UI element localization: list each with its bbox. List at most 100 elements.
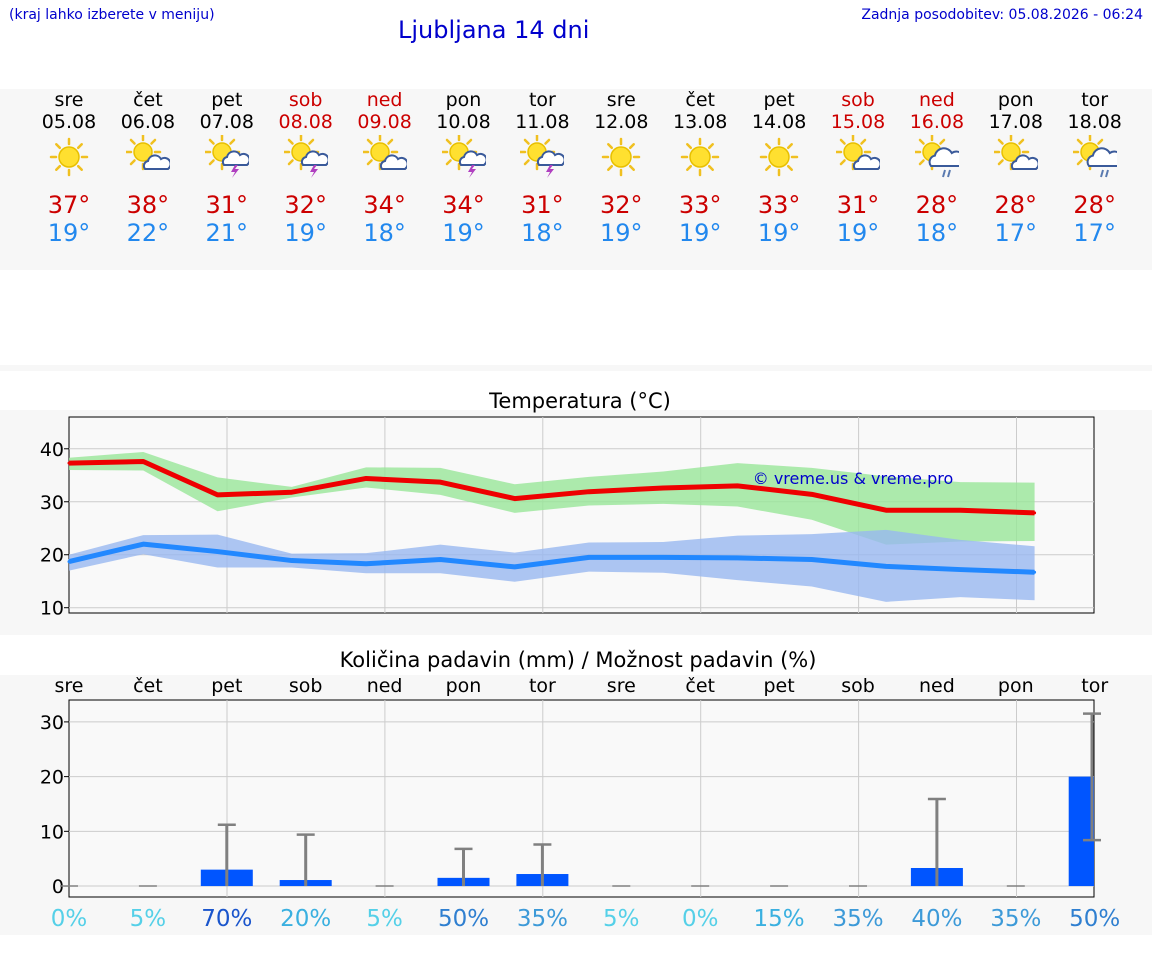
- data-point: [1033, 570, 1037, 574]
- sun-disc: [133, 142, 153, 162]
- day-column: pet 07.08 31° 21°: [188, 89, 266, 247]
- rain-drops: [1099, 169, 1109, 178]
- sun-ray: [839, 159, 846, 166]
- sun-ray: [76, 143, 83, 150]
- sun-ray: [765, 164, 772, 171]
- day-date: 18.08: [1067, 111, 1122, 133]
- precip-probability: 5%: [366, 906, 403, 932]
- location-hint: (kraj lahko izberete v meniju): [9, 7, 215, 23]
- day-date: 10.08: [436, 111, 491, 133]
- day-date: 07.08: [199, 111, 254, 133]
- cloud-shape: [221, 150, 249, 166]
- sun-ray: [55, 143, 62, 150]
- day-date: 14.08: [751, 111, 807, 133]
- sun-disc: [369, 142, 390, 162]
- day-column: sob 15.08 31° 19°: [819, 89, 897, 247]
- sun-ray: [787, 143, 794, 150]
- sun-rain-icon: [914, 135, 959, 178]
- precip-probability: 5%: [130, 906, 167, 932]
- day-column: sre 05.08 37° 19°: [30, 89, 108, 247]
- min-temperature: 19°: [600, 219, 643, 247]
- day-column: čet 13.08 33° 19°: [661, 89, 739, 247]
- day-name: pon: [445, 89, 482, 111]
- day-column: čet 06.08 38° 22°: [109, 89, 187, 247]
- data-point: [216, 493, 220, 497]
- sun-ray: [607, 143, 614, 150]
- sun-ray: [918, 138, 925, 145]
- precip-probability: 35%: [517, 906, 568, 932]
- x-category-label: ned: [919, 675, 955, 697]
- day-date: 05.08: [41, 111, 97, 133]
- day-column: tor 11.08 31° 18°: [503, 89, 581, 247]
- data-point: [810, 492, 814, 496]
- cloud-shape: [1086, 147, 1117, 167]
- sun-icon: [680, 137, 720, 177]
- sun-storm-icon: [441, 135, 486, 178]
- icon-graphic: [759, 137, 799, 177]
- day-name: sob: [288, 89, 323, 111]
- max-temperature: 32°: [600, 191, 643, 219]
- sun-ray: [524, 159, 531, 166]
- last-update: Zadnja posodobitev: 05.08.2026 - 06:24: [861, 7, 1143, 23]
- sun-cloud-icon: [125, 135, 170, 171]
- day-name: pet: [211, 89, 243, 111]
- day-column: sob 08.08 32° 19°: [267, 89, 345, 247]
- precip-probability: 0%: [682, 906, 719, 932]
- max-temperature: 28°: [1073, 191, 1116, 219]
- sun-disc: [1001, 142, 1021, 162]
- data-point: [438, 557, 442, 561]
- day-date: 15.08: [830, 111, 886, 133]
- min-temperature: 22°: [126, 219, 170, 247]
- icon-graphic: [283, 135, 328, 178]
- max-temperature: 31°: [836, 191, 880, 219]
- sun-disc: [610, 146, 633, 168]
- sun-ray: [287, 159, 294, 166]
- lightning-bolt: [230, 165, 239, 178]
- day-name: sre: [54, 89, 84, 111]
- min-temperature: 21°: [205, 219, 249, 247]
- series-line: [68, 541, 1035, 575]
- y-tick-label: 10: [40, 821, 64, 843]
- sun-ray: [465, 138, 472, 145]
- page-title: Ljubljana 14 dni: [398, 16, 590, 44]
- precip-probability: 70%: [201, 906, 252, 932]
- sun-ray: [55, 164, 62, 171]
- icon-graphic: [520, 135, 565, 178]
- day-date: 11.08: [515, 111, 570, 133]
- sun-ray: [1076, 159, 1083, 166]
- cloud-shape: [852, 154, 880, 170]
- icon-graphic: [602, 137, 641, 177]
- x-category-label: sob: [841, 675, 875, 697]
- x-category-label: sob: [289, 675, 323, 697]
- precip-probability: 50%: [1069, 906, 1120, 932]
- rain-drops: [941, 169, 951, 178]
- sun-ray: [686, 143, 693, 150]
- sun-rays: [680, 137, 720, 177]
- data-point: [290, 559, 294, 563]
- icon-graphic: [125, 135, 170, 171]
- data-point: [513, 565, 517, 569]
- plot-area: [68, 699, 1095, 898]
- data-point: [513, 497, 517, 501]
- day-name: tor: [1081, 89, 1109, 111]
- precip-probability: 15%: [754, 906, 805, 932]
- x-category-label: čet: [133, 675, 163, 697]
- sun-ray: [129, 159, 136, 166]
- temperature-chart: Temperatura (°C) 10 20 30 40 © vreme.us & vre…: [40, 389, 1095, 620]
- sun-cloud-icon: [362, 135, 407, 171]
- sun-ray: [287, 138, 294, 145]
- day-column: sre 12.08 32° 19°: [582, 89, 660, 247]
- chart-title: Temperatura (°C): [488, 389, 671, 413]
- sun-ray: [150, 138, 157, 145]
- data-point: [587, 490, 591, 494]
- cloud-shape: [1010, 154, 1038, 170]
- x-category-label: tor: [1081, 675, 1108, 697]
- sun-storm-icon: [283, 135, 328, 178]
- data-point: [216, 550, 220, 554]
- lightning-bolt: [546, 165, 555, 178]
- day-column: ned 09.08 34° 18°: [346, 89, 424, 247]
- sun-rain-icon: [1072, 135, 1117, 178]
- data-point: [958, 508, 962, 512]
- data-point: [141, 542, 145, 546]
- sun-ray: [445, 159, 452, 166]
